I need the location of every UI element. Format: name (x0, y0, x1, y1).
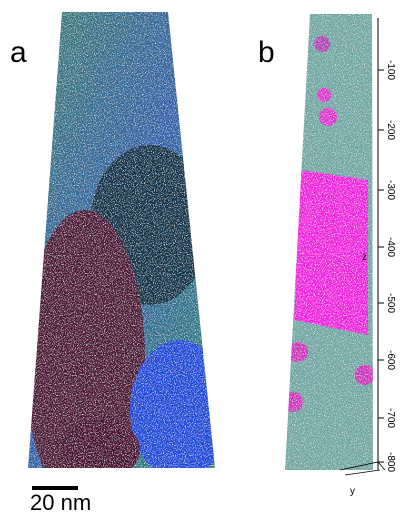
tick-label: -400 (385, 237, 396, 257)
axis-name: y (350, 486, 355, 497)
tick-label: -300 (385, 180, 396, 200)
scale-bar-label: 20 nm (30, 490, 91, 515)
tick-label: -200 (385, 120, 396, 140)
tick-label: -100 (385, 60, 396, 80)
tick-label: -600 (385, 350, 396, 370)
tick-label: -800 (385, 452, 396, 472)
tick-label: -700 (385, 408, 396, 428)
axis-name: z (362, 252, 367, 263)
panel-label: a (10, 36, 27, 69)
panel-a: a 20 nm (10, 12, 215, 515)
panel-label: b (258, 36, 275, 69)
panel-b: b z y -100 -200 -300 -400 -500 -600 -700 -800 (258, 14, 396, 497)
tick-label: -500 (385, 293, 396, 313)
